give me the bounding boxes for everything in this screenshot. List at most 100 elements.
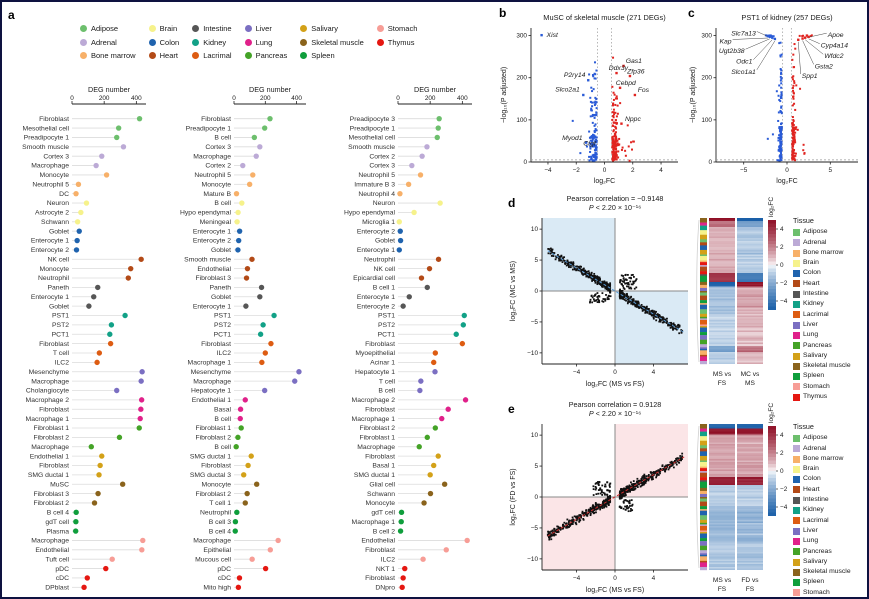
tissue-legend-label: Heart [803,485,820,493]
heat_e-svg: MS vs FS FD vs FS 4 2 0 −2 −4 log₂FC [696,403,788,593]
tissue-legend-item-intestine: Intestine [793,495,851,505]
row-label: Neutrophil [200,510,231,517]
row-label: Neutrophil [38,275,69,282]
deg-dot [94,359,100,366]
gene-point [587,79,590,82]
tissue-legend-item-lacrimal: Lacrimal [793,310,851,320]
row-label: Schwann [41,219,69,226]
legend-item-kidney: Kidney [192,36,231,50]
row-label: DNpro [375,585,395,592]
y-tick-label: 300 [516,33,527,40]
legend-item-stomach: Stomach [376,22,417,36]
row-label: Macrophage [31,378,69,385]
tissue-legend-label: Liver [803,320,818,328]
plot-title: PST1 of kidney (257 DEGs) [741,13,832,22]
tissue-legend-item-lung: Lung [793,536,851,546]
deg-dot [411,209,417,216]
tissue-swatch-icon [793,548,800,556]
gene-point [540,33,543,37]
deg-dot [137,415,143,422]
deg-dot [257,294,263,300]
tissue-legend-title: Tissue [793,422,814,431]
deg-dot [459,340,466,347]
legend-item-label: Adrenal [91,37,117,47]
gene-point [618,86,622,90]
x-axis-label: DEG number [414,85,457,94]
row-label: Mesenchyme [191,369,232,376]
deg-dot [243,275,250,281]
deg-dot [445,406,451,412]
tissue-swatch-icon [793,321,800,329]
tissue-swatch-icon [793,270,800,278]
deg-dot [418,378,424,384]
legend-item-adrenal: Adrenal [80,36,136,50]
deg-dot [122,312,128,319]
legend-item-label: Salivary [311,24,338,34]
deg-dot [116,434,123,441]
deg-dot [240,162,246,169]
tissue-legend-item-colon: Colon [793,474,851,484]
x-tick-label: −5 [740,167,748,174]
deg-dot [249,256,255,262]
gene-point [771,36,774,39]
x-tick-label: 0 [785,167,789,174]
deg-dot [86,303,92,309]
gene-leader-line [798,41,801,75]
x-tick-label: 200 [99,95,110,102]
legend-item-bone-marrow: Bone marrow [80,49,136,63]
row-label: Fibroblast [39,341,69,348]
tissue-swatch-icon [793,352,800,360]
y-tick-label: 5 [534,257,538,264]
row-label: Preadipocyte 3 [350,116,396,123]
row-label: Mature B [203,191,231,198]
tissue-swatch-icon [376,25,384,33]
row-label: Smooth muscle [348,144,395,151]
point-cloud [571,56,635,162]
deg-dot [95,284,101,291]
tissue-legend-title: Tissue [793,216,814,225]
row-label: ILC2 [217,350,232,357]
y-tick-label: 0 [708,159,712,166]
deg-dot [406,294,412,300]
row-label: Enterocyte 2 [357,303,395,310]
deg-dot [259,359,265,366]
tissue-legend-item-spleen: Spleen [793,577,851,587]
row-label: Monocyte [202,481,232,488]
tissue-swatch-icon [244,38,252,46]
deg-dot [421,500,427,506]
tissue-swatch-icon [793,362,800,370]
row-label: SMG ductal 1 [354,472,395,479]
deg-dot [436,115,442,122]
volcano_c-svg: PST1 of kidney (257 DEGs) 0 100 200 300 −5 0 5 l… [690,13,858,185]
tissue-legend-item-heart: Heart [793,279,851,289]
tissue-swatch-icon [192,52,200,60]
row-label: Fibroblast [201,116,231,123]
row-label: Macrophage 2 [26,397,70,404]
row-label: Fibroblast [39,406,69,413]
y-axis-label: −log₁₀(P adjusted) [501,67,508,123]
degplot1-svg: DEG number 0 200 400 Fibroblast Mesothelial c… [22,85,146,592]
legend-item-label: Lung [255,37,273,47]
row-label: Endothelial [197,266,231,273]
tissue-legend-label: Pancreas [803,547,832,555]
gene-point [773,37,777,41]
gene-label: Spp1 [802,73,818,80]
row-label: Neutrophil 5 [194,172,231,179]
gene-point [807,35,810,39]
deg-dotplot-2: DEG number 0 200 400 Fibroblast Preadipocyte … [154,84,312,597]
tissue-legend-item-thymus: Thymus [793,392,851,402]
colorbar-tick-label: −2 [780,486,788,493]
tissue-legend-item-lung: Lung [793,330,851,340]
tissue-swatch-icon [80,52,87,60]
deg-dot [267,547,274,553]
deg-dot [424,144,430,150]
row-label: Fibroblast [39,463,69,470]
row-label: B cell 1 [373,285,396,292]
tissue-legend-item-heart: Heart [793,485,851,495]
deg-dot [258,284,265,291]
panel-label-a: a [8,8,15,22]
legend-item-heart: Heart [148,49,180,63]
deg-dot [109,556,115,562]
tissue-swatch-icon [300,25,308,33]
